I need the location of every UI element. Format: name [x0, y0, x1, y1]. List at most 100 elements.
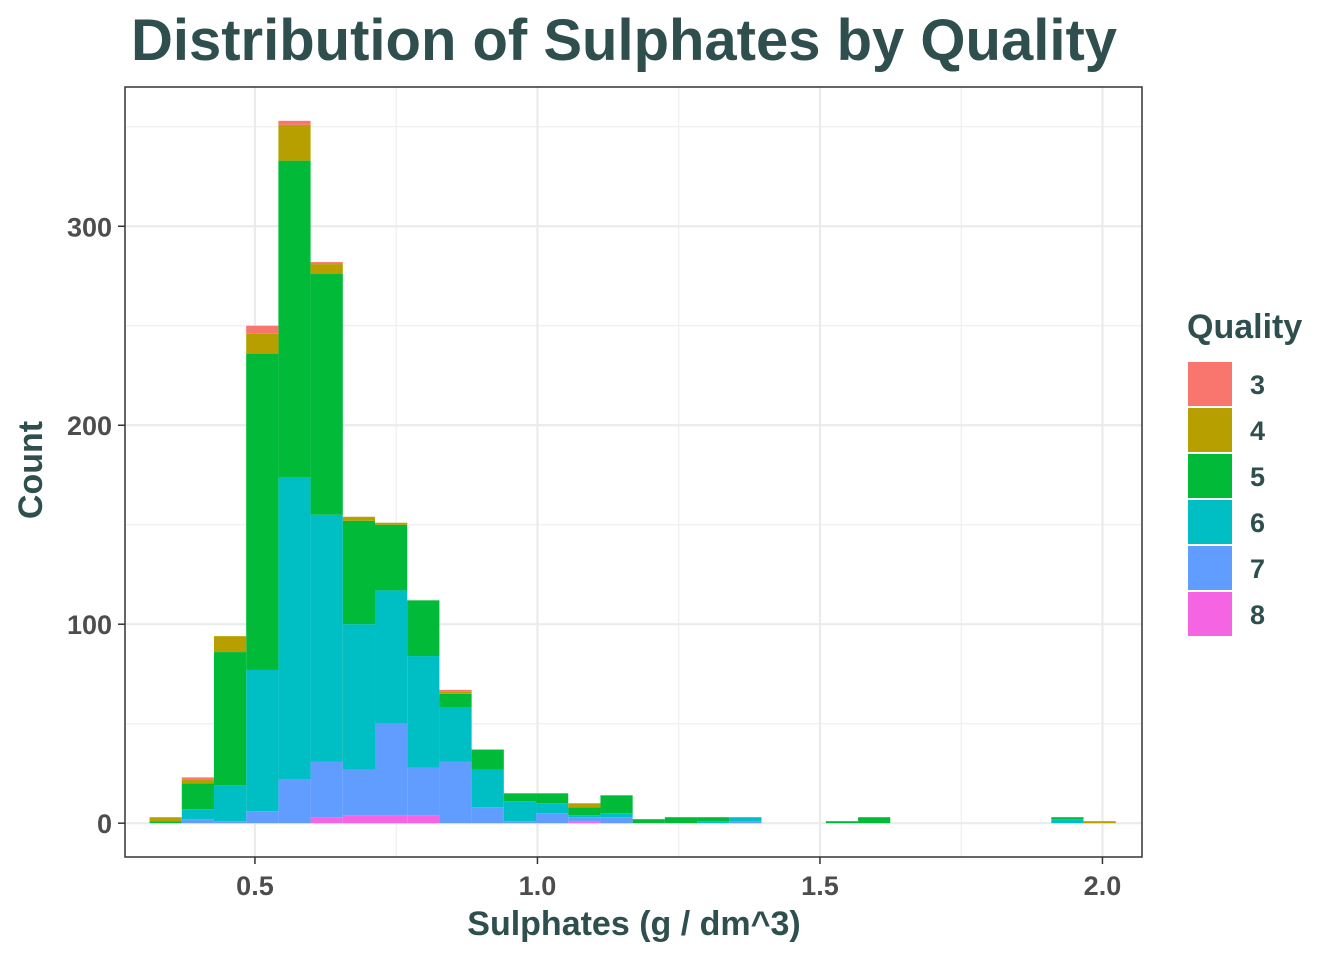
bar-segment-quality-5: [697, 817, 730, 822]
bar-segment-quality-5: [858, 817, 891, 824]
bar-segment-quality-7: [439, 761, 472, 824]
bar-segment-quality-4: [439, 691, 472, 694]
legend-swatch-7: [1188, 546, 1232, 590]
bar-segment-quality-8: [342, 815, 376, 824]
bar-segment-quality-5: [825, 821, 859, 824]
bar-segment-quality-5: [664, 817, 698, 824]
bar-segment-quality-7: [213, 821, 247, 824]
bars: [149, 120, 1116, 824]
legend-swatch-6: [1188, 500, 1232, 544]
bar-segment-quality-5: [568, 807, 601, 816]
bar-segment-quality-4: [375, 522, 408, 525]
legend-entries: 3 4 5 6 7 8: [1188, 362, 1265, 636]
bar-segment-quality-5: [375, 524, 408, 591]
bar-segment-quality-6: [471, 769, 504, 808]
bar-segment-quality-5: [600, 795, 633, 814]
bar-segment-quality-6: [375, 590, 408, 724]
bar-segment-quality-4: [342, 516, 376, 521]
y-tick-label: 0: [97, 809, 112, 839]
bar-segment-quality-6: [729, 817, 762, 822]
bar-segment-quality-8: [375, 815, 408, 824]
bar-segment-quality-5: [471, 749, 504, 770]
bar-segment-quality-6: [697, 821, 730, 824]
y-axis-title: Count: [12, 421, 50, 519]
bar-segment-quality-5: [439, 693, 472, 708]
bar-segment-quality-6: [342, 624, 376, 770]
bar-segment-quality-5: [342, 520, 376, 625]
bar-segment-quality-8: [407, 815, 440, 824]
bar-segment-quality-6: [568, 815, 601, 818]
bar-segment-quality-3: [310, 262, 343, 265]
y-tick-label: 100: [67, 610, 112, 640]
bar-segment-quality-7: [536, 813, 569, 824]
x-tick-label: 0.5: [236, 871, 274, 901]
bar-segment-quality-3: [278, 120, 311, 125]
bar-segment-quality-3: [181, 777, 214, 780]
legend-swatch-8: [1188, 592, 1232, 636]
legend-swatch-3: [1188, 362, 1232, 406]
bar-segment-quality-8: [568, 821, 601, 824]
y-tick-label: 300: [67, 212, 112, 242]
bar-segment-quality-8: [310, 817, 343, 824]
bar-segment-quality-7: [600, 817, 633, 824]
legend-swatch-4: [1188, 408, 1232, 452]
y-axis: 0 100 200 300: [67, 212, 125, 839]
bar-segment-quality-5: [213, 652, 247, 786]
bar-segment-quality-5: [503, 793, 537, 802]
bar-segment-quality-6: [1051, 819, 1084, 824]
bar-segment-quality-4: [310, 264, 343, 275]
bar-segment-quality-4: [213, 636, 247, 653]
bar-segment-quality-3: [439, 689, 472, 692]
bar-segment-quality-5: [181, 783, 214, 810]
legend: Quality 3 4 5 6 7 8: [1187, 308, 1302, 636]
bar-segment-quality-4: [568, 803, 601, 808]
bar-segment-quality-6: [503, 801, 537, 822]
bar-segment-quality-5: [149, 821, 182, 824]
legend-label-4: 4: [1250, 416, 1265, 446]
bar-segment-quality-7: [310, 761, 343, 818]
bar-segment-quality-6: [407, 656, 440, 768]
bar-segment-quality-5: [632, 819, 665, 824]
legend-label-6: 6: [1250, 508, 1265, 538]
bar-segment-quality-4: [149, 817, 182, 822]
bar-segment-quality-5: [278, 160, 311, 477]
bar-segment-quality-6: [310, 514, 343, 762]
legend-label-8: 8: [1250, 600, 1265, 630]
bar-segment-quality-5: [536, 793, 569, 804]
legend-label-7: 7: [1250, 554, 1265, 584]
legend-label-3: 3: [1250, 370, 1265, 400]
y-tick-label: 200: [67, 411, 112, 441]
x-tick-label: 1.0: [519, 871, 557, 901]
x-tick-label: 1.5: [801, 871, 839, 901]
bar-segment-quality-6: [536, 803, 569, 814]
legend-swatch-5: [1188, 454, 1232, 498]
x-tick-label: 2.0: [1084, 871, 1122, 901]
bar-segment-quality-6: [181, 809, 214, 820]
bar-segment-quality-5: [407, 600, 440, 657]
bar-segment-quality-3: [246, 325, 279, 334]
bar-segment-quality-7: [246, 811, 279, 824]
bar-segment-quality-4: [246, 333, 279, 354]
bar-segment-quality-6: [213, 785, 247, 822]
bar-segment-quality-7: [278, 779, 311, 824]
bar-segment-quality-6: [439, 707, 472, 762]
bar-segment-quality-4: [181, 779, 214, 784]
x-axis: 0.5 1.0 1.5 2.0: [236, 857, 1121, 901]
bar-segment-quality-7: [503, 821, 537, 824]
bar-segment-quality-5: [246, 353, 279, 670]
bar-segment-quality-7: [729, 821, 762, 824]
bar-segment-quality-7: [342, 769, 376, 816]
bar-segment-quality-7: [375, 723, 408, 816]
plot-border: [124, 86, 1143, 858]
bar-segment-quality-7: [407, 767, 440, 816]
bar-segment-quality-7: [568, 817, 601, 822]
bar-segment-quality-4: [1083, 821, 1116, 824]
bar-segment-quality-7: [471, 807, 504, 824]
bar-segment-quality-6: [278, 476, 311, 780]
bar-segment-quality-5: [310, 274, 343, 515]
x-axis-title: Sulphates (g / dm^3): [467, 905, 800, 943]
chart-title: Distribution of Sulphates by Quality: [131, 8, 1117, 73]
bar-segment-quality-6: [246, 669, 279, 812]
legend-label-5: 5: [1250, 462, 1265, 492]
